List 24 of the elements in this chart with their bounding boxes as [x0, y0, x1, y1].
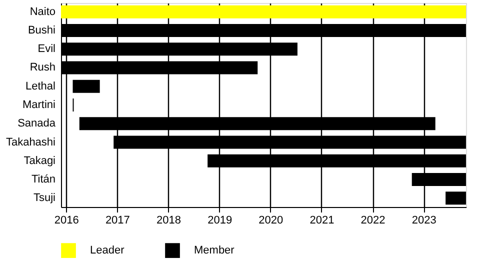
x-tick-label: 2020: [258, 214, 284, 226]
y-tick-label: Takahashi: [6, 136, 56, 148]
y-tick-label: Lethal: [26, 80, 56, 92]
y-tick-label: Bushi: [28, 24, 56, 36]
x-tick-label: 2023: [412, 214, 436, 226]
bar: [61, 5, 466, 18]
y-tick-label: Sanada: [18, 118, 56, 130]
bar: [72, 80, 100, 93]
y-tick-label: Tsuji: [33, 192, 56, 204]
legend-label: Leader: [90, 244, 125, 257]
legend-label: Member: [194, 244, 235, 257]
x-tick-label: 2019: [208, 214, 232, 226]
y-tick-label: Naito: [30, 6, 56, 18]
bar: [446, 192, 466, 205]
x-tick-label: 2021: [310, 214, 334, 226]
y-tick-label: Titán: [31, 174, 56, 186]
x-tick-label: 2017: [105, 214, 130, 226]
x-tick-label: 2018: [156, 214, 181, 226]
x-tick-label: 2022: [360, 214, 386, 226]
y-tick-label: Rush: [30, 62, 56, 74]
y-tick-label: Martini: [22, 99, 56, 111]
y-tick-label: Evil: [38, 43, 56, 56]
y-tick-label: Takagi: [24, 154, 56, 167]
x-tick-label: 2016: [54, 214, 79, 226]
